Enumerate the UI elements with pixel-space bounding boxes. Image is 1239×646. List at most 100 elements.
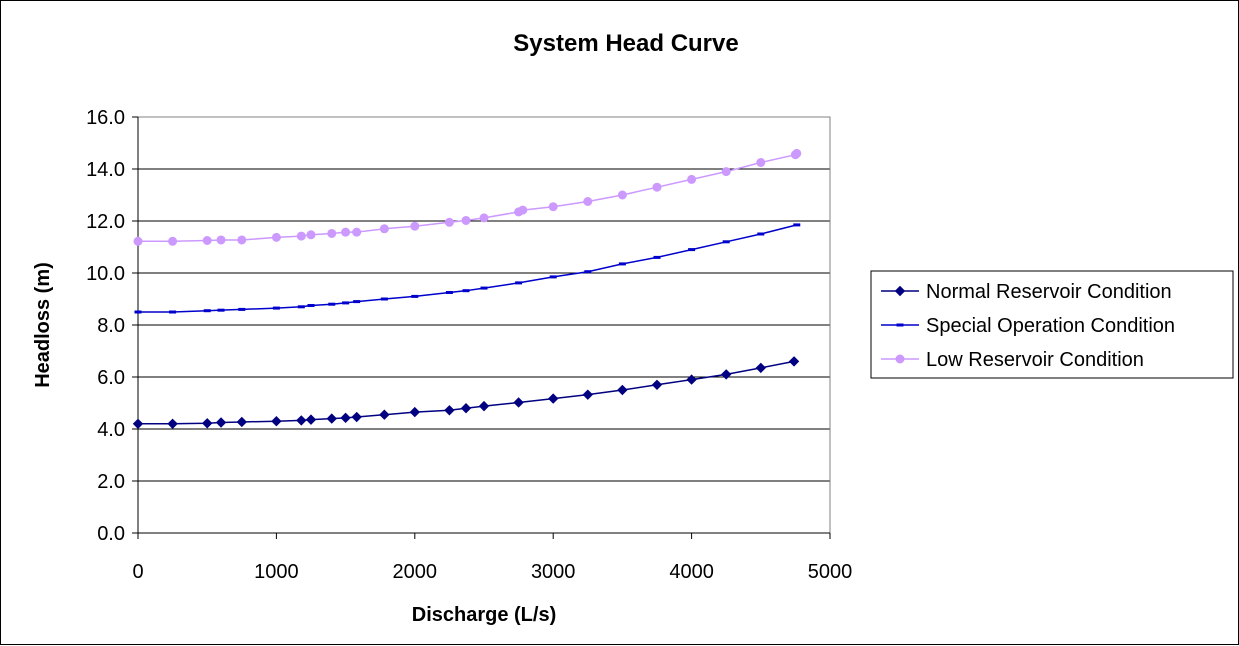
legend-item: Special Operation Condition xyxy=(881,315,1175,337)
data-point xyxy=(721,167,731,177)
data-point xyxy=(203,309,211,313)
legend-label: Low Reservoir Condition xyxy=(926,349,1144,371)
x-tick-label: 1000 xyxy=(254,561,299,583)
data-point xyxy=(342,301,350,305)
data-point xyxy=(583,197,593,206)
y-tick-label: 10.0 xyxy=(86,263,125,285)
data-point xyxy=(549,275,557,279)
legend: Normal Reservoir Condition Special Operat… xyxy=(870,270,1234,379)
data-point xyxy=(411,294,419,298)
y-tick-label: 12.0 xyxy=(86,211,125,233)
data-point xyxy=(479,213,489,223)
y-tick-label: 14.0 xyxy=(86,159,125,181)
data-point xyxy=(460,402,472,414)
legend-label: Normal Reservoir Condition xyxy=(926,281,1172,303)
axes: 0.0 2.0 4.0 6.0 8.0 10.0 12.0 14.0 16.0 0 1000 2000… xyxy=(86,107,852,583)
data-point xyxy=(201,418,213,429)
data-point xyxy=(216,235,226,245)
y-tick-label: 2.0 xyxy=(97,471,125,493)
series-line xyxy=(138,360,795,425)
data-point xyxy=(687,174,697,184)
data-point xyxy=(271,232,281,242)
data-point xyxy=(379,409,390,420)
data-point xyxy=(617,384,628,396)
data-point xyxy=(238,307,246,311)
data-point xyxy=(379,224,389,234)
data-point xyxy=(720,369,732,380)
data-point xyxy=(756,158,766,167)
data-point xyxy=(461,215,471,225)
data-point xyxy=(617,190,627,200)
data-point xyxy=(307,304,315,307)
data-point xyxy=(271,415,282,427)
y-tick-label: 16.0 xyxy=(86,107,125,129)
data-point xyxy=(297,305,305,309)
x-tick-label: 5000 xyxy=(808,561,853,583)
y-tick-label: 4.0 xyxy=(97,419,125,441)
data-point xyxy=(168,236,178,246)
x-tick-label: 3000 xyxy=(531,561,576,583)
data-point xyxy=(134,310,142,314)
legend-box xyxy=(870,270,1234,379)
x-tick-label: 0 xyxy=(132,561,143,583)
data-point xyxy=(351,411,362,423)
y-tick-label: 0.0 xyxy=(97,523,125,545)
data-point xyxy=(326,413,337,424)
data-point xyxy=(686,374,697,385)
data-point xyxy=(380,297,388,301)
x-axis-title: Discharge (L/s) xyxy=(412,604,556,626)
data-point xyxy=(132,418,144,430)
legend-label: Special Operation Condition xyxy=(926,315,1175,337)
data-point xyxy=(341,227,351,237)
data-point xyxy=(444,405,455,416)
data-point xyxy=(792,148,802,158)
data-point xyxy=(584,270,592,274)
y-tick-label: 6.0 xyxy=(97,367,125,389)
data-point xyxy=(202,236,212,245)
legend-entries: Normal Reservoir Condition Special Operat… xyxy=(881,281,1175,371)
legend-item: Low Reservoir Condition xyxy=(881,349,1144,371)
data-point xyxy=(651,379,663,391)
data-point xyxy=(618,262,626,266)
data-point xyxy=(547,393,559,404)
x-tick-label: 4000 xyxy=(669,561,714,583)
data-point xyxy=(306,230,316,240)
chart-title: System Head Curve xyxy=(513,30,738,57)
legend-marker xyxy=(894,285,906,297)
data-point xyxy=(236,416,248,428)
data-point xyxy=(327,228,337,238)
data-point xyxy=(548,202,558,212)
data-point xyxy=(328,302,336,306)
data-point xyxy=(353,300,361,304)
y-axis-title: Headloss (m) xyxy=(32,262,54,388)
data-point xyxy=(582,389,594,400)
data-point xyxy=(444,217,454,227)
data-point xyxy=(217,308,225,312)
data-point xyxy=(340,412,351,424)
data-point xyxy=(410,221,420,231)
series-1 xyxy=(132,356,800,430)
data-point xyxy=(272,306,280,310)
series-line xyxy=(138,152,798,243)
data-point xyxy=(237,235,247,245)
data-point xyxy=(133,236,143,246)
data-point xyxy=(480,286,488,290)
series-3 xyxy=(133,148,802,246)
legend-marker xyxy=(896,323,904,327)
legend-marker xyxy=(895,354,905,364)
legend-item: Normal Reservoir Condition xyxy=(881,281,1172,303)
data-point xyxy=(478,400,490,412)
data-point xyxy=(652,182,662,192)
data-point xyxy=(305,414,317,425)
data-point xyxy=(653,255,661,259)
data-point xyxy=(688,248,696,252)
series-2 xyxy=(134,223,801,314)
data-point xyxy=(409,406,421,418)
series-group xyxy=(132,148,802,430)
data-point xyxy=(518,205,528,215)
data-point xyxy=(722,240,730,244)
data-point xyxy=(757,232,765,236)
data-point xyxy=(515,281,523,285)
